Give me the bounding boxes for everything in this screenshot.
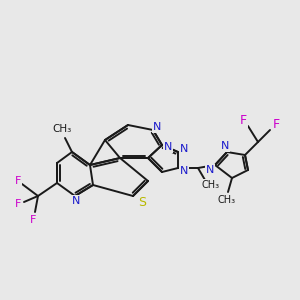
- Text: N: N: [180, 144, 188, 154]
- Text: CH₃: CH₃: [52, 124, 72, 134]
- Text: N: N: [164, 142, 172, 152]
- Text: F: F: [272, 118, 280, 130]
- Text: N: N: [221, 141, 229, 151]
- Text: F: F: [30, 215, 36, 225]
- Text: N: N: [153, 122, 161, 132]
- Text: S: S: [138, 196, 146, 208]
- Text: N: N: [72, 196, 80, 206]
- Text: CH₃: CH₃: [218, 195, 236, 205]
- Text: N: N: [180, 166, 188, 176]
- Text: CH₃: CH₃: [202, 180, 220, 190]
- Text: F: F: [239, 113, 247, 127]
- Text: F: F: [15, 199, 21, 209]
- Text: N: N: [206, 165, 214, 175]
- Text: F: F: [15, 176, 21, 186]
